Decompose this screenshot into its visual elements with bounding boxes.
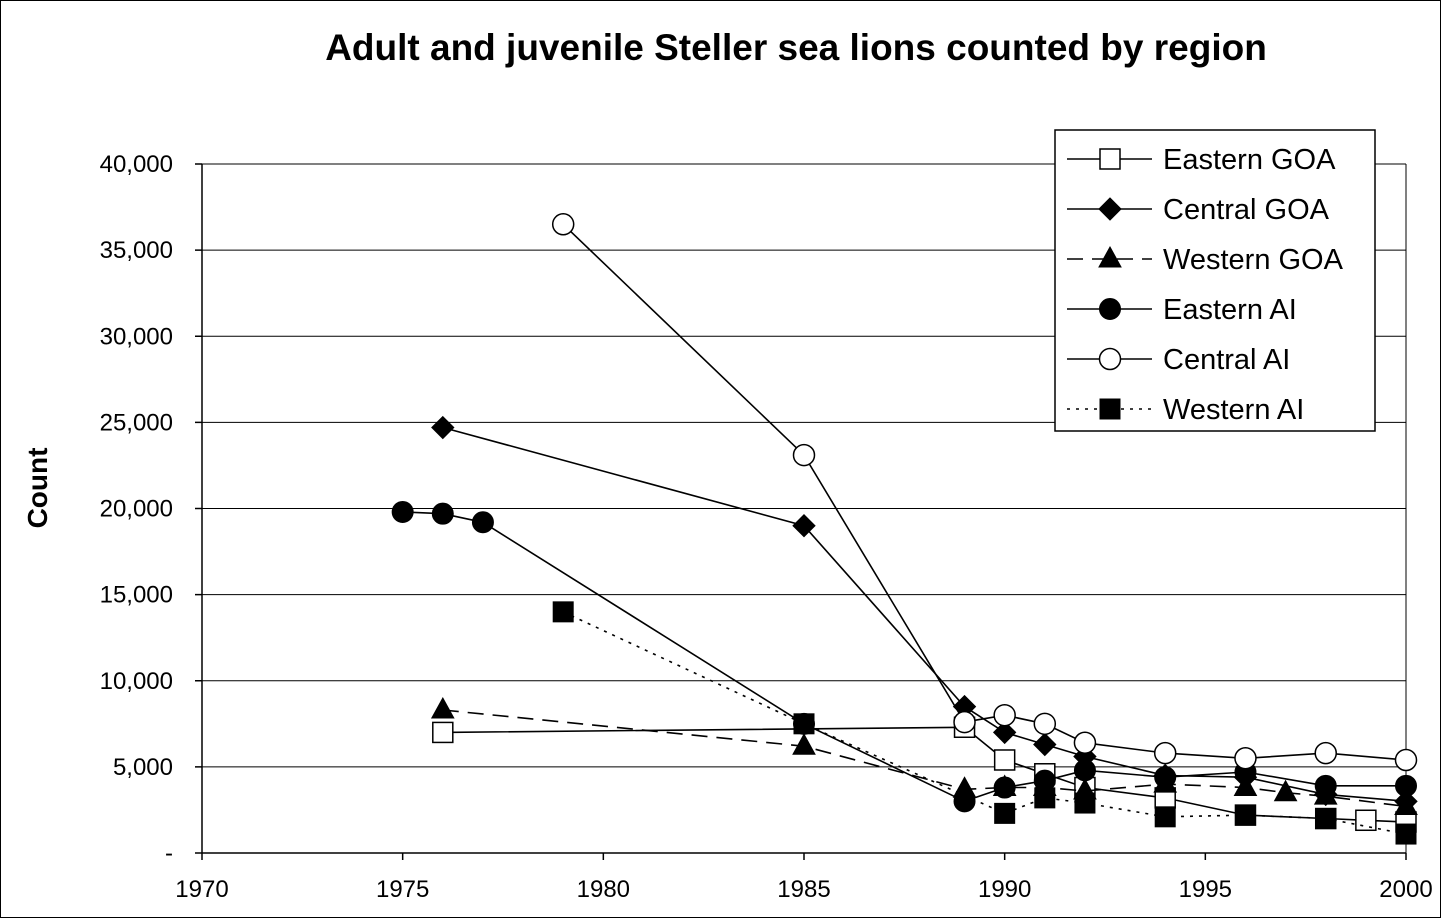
legend-label-central-ai: Central AI	[1163, 344, 1290, 376]
point-western-ai-1996	[1234, 804, 1256, 826]
point-western-ai-1990	[994, 802, 1016, 824]
y-tick-label-4: 20,000	[100, 496, 173, 523]
point-eastern-ai-1990	[993, 776, 1016, 799]
legend-label-eastern-ai: Eastern AI	[1163, 294, 1297, 326]
point-eastern-goa-1999	[1355, 809, 1377, 832]
series-line-eastern-goa	[442, 726, 1407, 823]
point-eastern-goa-1990	[993, 749, 1016, 771]
point-eastern-ai-2000	[1395, 774, 1417, 797]
series-eastern-ai	[391, 500, 1417, 813]
x-tick-label-1: 1975	[376, 876, 429, 903]
x-tick-label-4: 1990	[978, 876, 1031, 903]
legend-marker-western-ai	[1099, 398, 1121, 420]
legend-marker-eastern-goa	[1099, 148, 1121, 170]
point-central-goa-1985	[792, 514, 816, 538]
y-tick-label-0: -	[165, 840, 173, 867]
point-western-goa-1996	[1233, 774, 1258, 797]
series-line-central-goa	[442, 426, 1407, 803]
point-eastern-ai-1992	[1073, 759, 1096, 782]
point-eastern-ai-1975	[391, 500, 414, 523]
legend: Eastern GOA Central GOA Western GOA Eastern…	[1054, 129, 1376, 432]
point-eastern-ai-1977	[471, 511, 494, 534]
legend-label-western-goa: Western GOA	[1163, 244, 1344, 276]
y-tick-label-2: 10,000	[100, 668, 173, 695]
legend-entry-central-goa: Central GOA	[1067, 194, 1330, 226]
series-line-western-goa	[442, 709, 1407, 808]
point-western-goa-1976	[430, 696, 455, 719]
y-tick-label-5: 25,000	[100, 409, 173, 436]
legend-entry-central-ai: Central AI	[1067, 344, 1290, 376]
point-eastern-ai-1998	[1314, 774, 1337, 797]
x-tick-label-2: 1980	[577, 876, 630, 903]
legend-label-eastern-goa: Eastern GOA	[1163, 144, 1336, 176]
point-central-ai-1994	[1153, 741, 1177, 765]
point-western-ai-1992	[1074, 792, 1096, 814]
series-western-ai	[552, 601, 1417, 845]
legend-marker-central-goa	[1098, 197, 1122, 221]
point-central-ai-1991	[1033, 712, 1057, 736]
y-tick-label-1: 5,000	[113, 754, 173, 781]
chart-title: Adult and juvenile Steller sea lions cou…	[325, 27, 1267, 68]
point-central-goa-1991	[1033, 732, 1057, 757]
x-tick-label-5: 1995	[1179, 876, 1232, 903]
legend-label-western-ai: Western AI	[1163, 394, 1304, 426]
y-tick-label-3: 15,000	[100, 582, 173, 609]
point-central-ai-1998	[1314, 741, 1337, 765]
point-eastern-ai-1994	[1154, 766, 1177, 789]
point-central-goa-1990	[992, 720, 1017, 745]
point-central-ai-1996	[1234, 747, 1257, 770]
legend-marker-central-ai	[1098, 347, 1122, 371]
point-central-goa-1976	[431, 415, 455, 440]
legend-label-central-goa: Central GOA	[1163, 194, 1330, 226]
point-central-ai-1989	[953, 710, 976, 734]
series-line-central-ai	[562, 223, 1407, 761]
point-central-ai-1990	[993, 703, 1016, 727]
series-layer	[391, 213, 1418, 845]
legend-marker-eastern-ai	[1099, 298, 1121, 320]
point-western-ai-2000	[1395, 823, 1417, 845]
point-western-ai-1991	[1034, 787, 1056, 809]
point-eastern-ai-1976	[431, 502, 454, 525]
legend-entry-eastern-goa: Eastern GOA	[1067, 144, 1336, 176]
x-tick-label-0: 1970	[175, 876, 228, 903]
point-eastern-ai-1989	[953, 790, 976, 813]
point-western-goa-2000	[1394, 793, 1418, 815]
legend-box	[1054, 129, 1376, 432]
legend-marker-western-goa	[1098, 245, 1122, 268]
legend-entry-western-goa: Western GOA	[1067, 244, 1344, 276]
point-western-ai-1979	[552, 601, 574, 623]
point-central-ai-2000	[1394, 748, 1418, 772]
point-western-ai-1985	[793, 713, 815, 735]
y-tick-label-7: 35,000	[100, 237, 173, 264]
x-tick-label-6: 2000	[1379, 876, 1432, 903]
series-central-goa	[431, 415, 1418, 814]
axes: - 5,000 10,000 15,000 20,000 25,000 30,000 35,0…	[100, 151, 1433, 903]
y-tick-label-6: 30,000	[100, 323, 173, 350]
point-western-ai-1994	[1154, 806, 1176, 828]
y-tick-label-8: 40,000	[100, 151, 173, 178]
series-central-ai	[551, 213, 1418, 772]
x-tick-label-3: 1985	[777, 876, 830, 903]
y-axis-label: Count	[22, 448, 53, 529]
point-western-ai-1998	[1315, 808, 1337, 830]
point-western-goa-1985	[792, 733, 816, 755]
legend-entry-eastern-ai: Eastern AI	[1067, 294, 1297, 326]
point-central-ai-1992	[1073, 731, 1097, 755]
legend-entry-western-ai: Western AI	[1067, 394, 1304, 426]
point-eastern-goa-1976	[432, 721, 454, 744]
series-eastern-goa	[432, 716, 1417, 833]
point-central-ai-1979	[551, 213, 575, 236]
point-western-goa-1997	[1273, 779, 1298, 802]
point-central-ai-1985	[792, 443, 816, 467]
